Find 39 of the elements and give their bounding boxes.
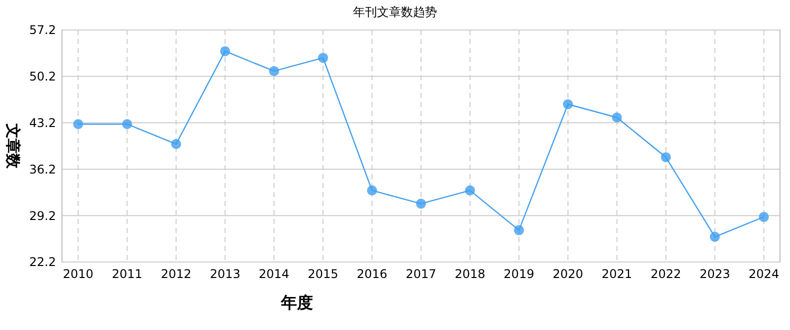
- x-tick-label: 2012: [160, 267, 192, 281]
- x-tick-label: 2014: [258, 267, 290, 281]
- point: [73, 119, 84, 130]
- y-tick-label: 50.2: [29, 70, 56, 84]
- point: [269, 66, 280, 76]
- x-tick-label: 2017: [406, 267, 436, 281]
- y-tick-label: 29.2: [29, 208, 56, 223]
- y-tick-label: 36.2: [29, 162, 56, 176]
- point: [562, 99, 573, 110]
- y-tick-label: 22.2: [29, 255, 56, 270]
- x-tick-label: 2010: [62, 267, 94, 281]
- x-tick-label: 2022: [650, 267, 682, 281]
- point: [464, 185, 475, 196]
- point: [514, 225, 524, 236]
- point: [171, 139, 182, 150]
- chart-title: 年刊文章数趋势: [353, 5, 437, 19]
- x-axis-title: 年度: [280, 293, 313, 312]
- point: [710, 232, 720, 242]
- y-tick-label: 43.2: [29, 116, 56, 130]
- x-tick-label: 2015: [308, 267, 338, 281]
- x-tick-label: 2018: [454, 267, 486, 281]
- y-tick-label: 57.2: [29, 23, 56, 38]
- x-tick-label: 2021: [602, 267, 632, 281]
- x-tick-label: 2013: [210, 267, 240, 281]
- point: [612, 112, 622, 122]
- x-tick-label: 2011: [112, 267, 142, 281]
- x-tick-label: 2019: [504, 267, 534, 281]
- x-tick-label: 2016: [356, 267, 388, 281]
- point: [318, 52, 328, 63]
- point: [367, 185, 378, 196]
- x-tick-label: 2023: [700, 267, 730, 281]
- point: [122, 119, 132, 130]
- x-tick-label: 2024: [748, 267, 780, 281]
- point: [660, 152, 671, 162]
- y-axis-title: 文章数: [4, 122, 22, 170]
- x-tick-label: 2020: [552, 267, 584, 281]
- point: [416, 198, 426, 209]
- point: [758, 212, 769, 222]
- point: [220, 46, 230, 56]
